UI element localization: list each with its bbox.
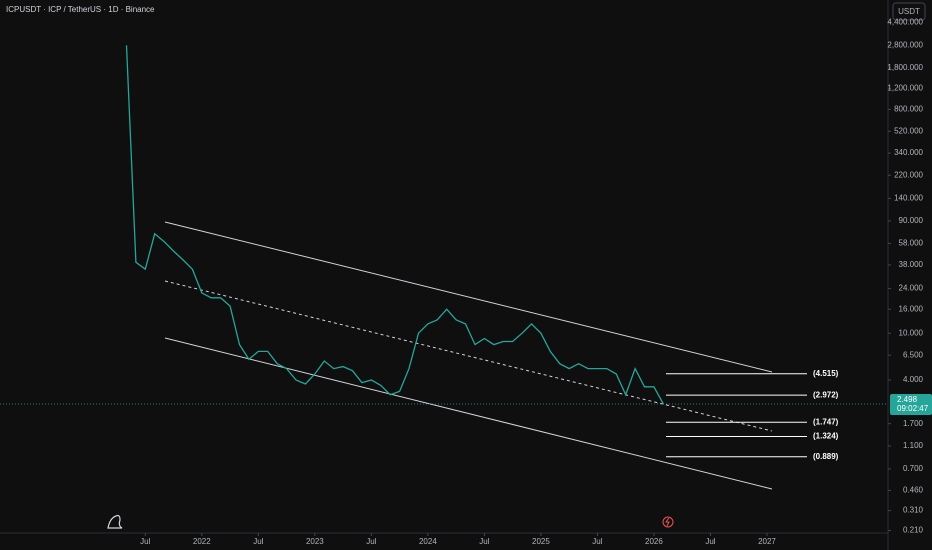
y-tick-label: 1,200.000 xyxy=(887,84,923,93)
x-tick-label: 2024 xyxy=(419,537,437,546)
y-tick-label: 1,800.000 xyxy=(887,63,923,72)
y-tick-label: 140.000 xyxy=(894,193,923,202)
event-icon[interactable] xyxy=(662,516,674,528)
last-price-label: 2.498 xyxy=(897,395,918,404)
y-tick-label: 800.000 xyxy=(894,104,923,113)
x-tick-label: 2025 xyxy=(532,537,550,546)
y-tick-label: 2,800.000 xyxy=(887,40,923,49)
y-tick-label: 4.000 xyxy=(903,375,924,384)
level-label: (4.515) xyxy=(813,369,839,378)
x-tick-label: Jul xyxy=(253,537,263,546)
event-icon-bolt xyxy=(665,517,670,527)
channel-middle xyxy=(164,280,773,432)
level-label: (2.972) xyxy=(813,390,839,399)
logo xyxy=(107,514,123,529)
x-tick-label: 2026 xyxy=(645,537,663,546)
y-tick-label: 16.000 xyxy=(899,304,924,313)
x-tick-label: Jul xyxy=(479,537,489,546)
x-tick-label: 2023 xyxy=(306,537,324,546)
y-tick-label: 58.000 xyxy=(899,238,924,247)
y-tick-label: 1.700 xyxy=(903,419,924,428)
y-tick-label: 1.100 xyxy=(903,441,924,450)
x-tick-label: Jul xyxy=(140,537,150,546)
x-tick-label: 2022 xyxy=(193,537,211,546)
y-tick-label: 0.210 xyxy=(903,526,924,535)
level-label: (1.747) xyxy=(813,417,839,426)
currency-label[interactable]: USDT xyxy=(898,7,920,16)
channel-lower xyxy=(164,337,773,490)
chart-title: ICPUSDT · ICP / TetherUS · 1D · Binance xyxy=(6,5,155,14)
level-label: (1.324) xyxy=(813,432,839,441)
channel-upper xyxy=(164,221,773,373)
y-tick-label: 0.700 xyxy=(903,464,924,473)
currency-button[interactable] xyxy=(892,2,926,21)
y-tick-label: 6.500 xyxy=(903,350,924,359)
price-line xyxy=(125,45,664,405)
y-tick-label: 0.310 xyxy=(903,506,924,515)
level-label: (0.889) xyxy=(813,452,839,461)
last-price-box xyxy=(890,394,932,416)
x-tick-label: Jul xyxy=(366,537,376,546)
y-tick-label: 4,400.000 xyxy=(887,17,923,26)
countdown-label: 09:02:47 xyxy=(897,404,929,413)
y-tick-label: 0.460 xyxy=(903,486,924,495)
y-tick-label: 90.000 xyxy=(899,216,924,225)
x-tick-label: Jul xyxy=(592,537,602,546)
y-tick-label: 38.000 xyxy=(899,260,924,269)
x-tick-label: Jul xyxy=(705,537,715,546)
y-tick-label: 340.000 xyxy=(894,148,923,157)
y-tick-label: 520.000 xyxy=(894,126,923,135)
y-tick-label: 10.000 xyxy=(899,328,924,337)
y-tick-label: 24.000 xyxy=(899,284,924,293)
y-tick-label: 220.000 xyxy=(894,170,923,179)
x-tick-label: 2027 xyxy=(758,537,776,546)
